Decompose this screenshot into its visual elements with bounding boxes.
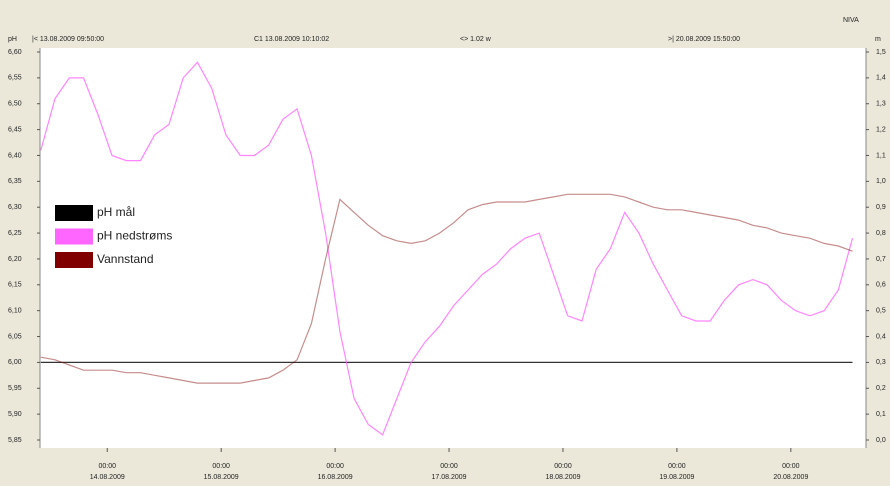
x-tick-label: 00:00 <box>326 463 344 470</box>
y-tick-label: 6,10 <box>8 308 22 315</box>
y-tick-label: 6,50 <box>8 101 22 108</box>
y-tick-label: 6,45 <box>8 126 22 133</box>
y2-tick-label: 1,0 <box>876 178 886 185</box>
y-tick-label: 6,25 <box>8 230 22 237</box>
y-tick-label: 6,05 <box>8 333 22 340</box>
cursor-info: C1 13.08.2009 10:10:02 <box>254 36 329 43</box>
x-tick-label: 19.08.2009 <box>659 474 694 481</box>
plot-area <box>40 48 866 448</box>
series-line <box>40 61 854 436</box>
legend-swatch <box>55 205 93 221</box>
cursor-info: >| 20.08.2009 15:50:00 <box>668 36 740 43</box>
y2-tick-label: 0,8 <box>876 230 886 237</box>
y2-tick-label: 1,5 <box>876 49 886 56</box>
y-tick-label: 5,95 <box>8 385 22 392</box>
x-tick-label: 17.08.2009 <box>432 474 467 481</box>
y-tick-label: 5,85 <box>8 437 22 444</box>
cursor-info: <> 1.02 w <box>460 36 492 43</box>
x-tick-label: 00:00 <box>440 463 458 470</box>
y-tick-label: 6,30 <box>8 204 22 211</box>
y2-tick-label: 1,1 <box>876 152 886 159</box>
series-line <box>40 193 853 384</box>
x-tick-label: 18.08.2009 <box>545 474 580 481</box>
legend-swatch <box>55 252 93 268</box>
y-tick-label: 5,90 <box>8 411 22 418</box>
x-tick-label: 00:00 <box>98 463 116 470</box>
y2-tick-label: 0,6 <box>876 282 886 289</box>
y-tick-label: 6,55 <box>8 75 22 82</box>
x-tick-label: 20.08.2009 <box>773 474 808 481</box>
y2-axis-label: m <box>875 36 881 43</box>
y2-tick-label: 0,0 <box>876 437 886 444</box>
x-tick-label: 00:00 <box>668 463 686 470</box>
y2-tick-label: 1,4 <box>876 75 886 82</box>
brand: NIVA <box>843 17 859 24</box>
y2-tick-label: 0,9 <box>876 204 886 211</box>
legend-label: pH mål <box>97 205 135 219</box>
legend-label: pH nedstrøms <box>97 229 172 243</box>
cursor-info: |< 13.08.2009 09:50:00 <box>32 36 104 43</box>
legend-label: Vannstand <box>97 252 154 266</box>
y2-tick-label: 0,3 <box>876 359 886 366</box>
x-tick-label: 16.08.2009 <box>318 474 353 481</box>
y2-tick-label: 0,5 <box>876 308 886 315</box>
y2-tick-label: 0,1 <box>876 411 886 418</box>
x-tick-label: 00:00 <box>212 463 230 470</box>
y-tick-label: 6,15 <box>8 282 22 289</box>
y2-tick-label: 1,2 <box>876 126 886 133</box>
y-tick-label: 6,35 <box>8 178 22 185</box>
y-tick-label: 6,20 <box>8 256 22 263</box>
legend-swatch <box>55 228 93 245</box>
y2-tick-label: 0,2 <box>876 385 886 392</box>
x-tick-label: 14.08.2009 <box>90 474 125 481</box>
x-tick-label: 00:00 <box>782 463 800 470</box>
y2-tick-label: 1,3 <box>876 101 886 108</box>
y-axis-label: pH <box>8 36 17 43</box>
y-tick-label: 6,00 <box>8 359 22 366</box>
x-tick-label: 15.08.2009 <box>204 474 239 481</box>
y2-tick-label: 0,7 <box>876 256 886 263</box>
y-tick-label: 6,60 <box>8 49 22 56</box>
y-tick-label: 6,40 <box>8 152 22 159</box>
x-tick-label: 00:00 <box>554 463 572 470</box>
y2-tick-label: 0,4 <box>876 333 886 340</box>
